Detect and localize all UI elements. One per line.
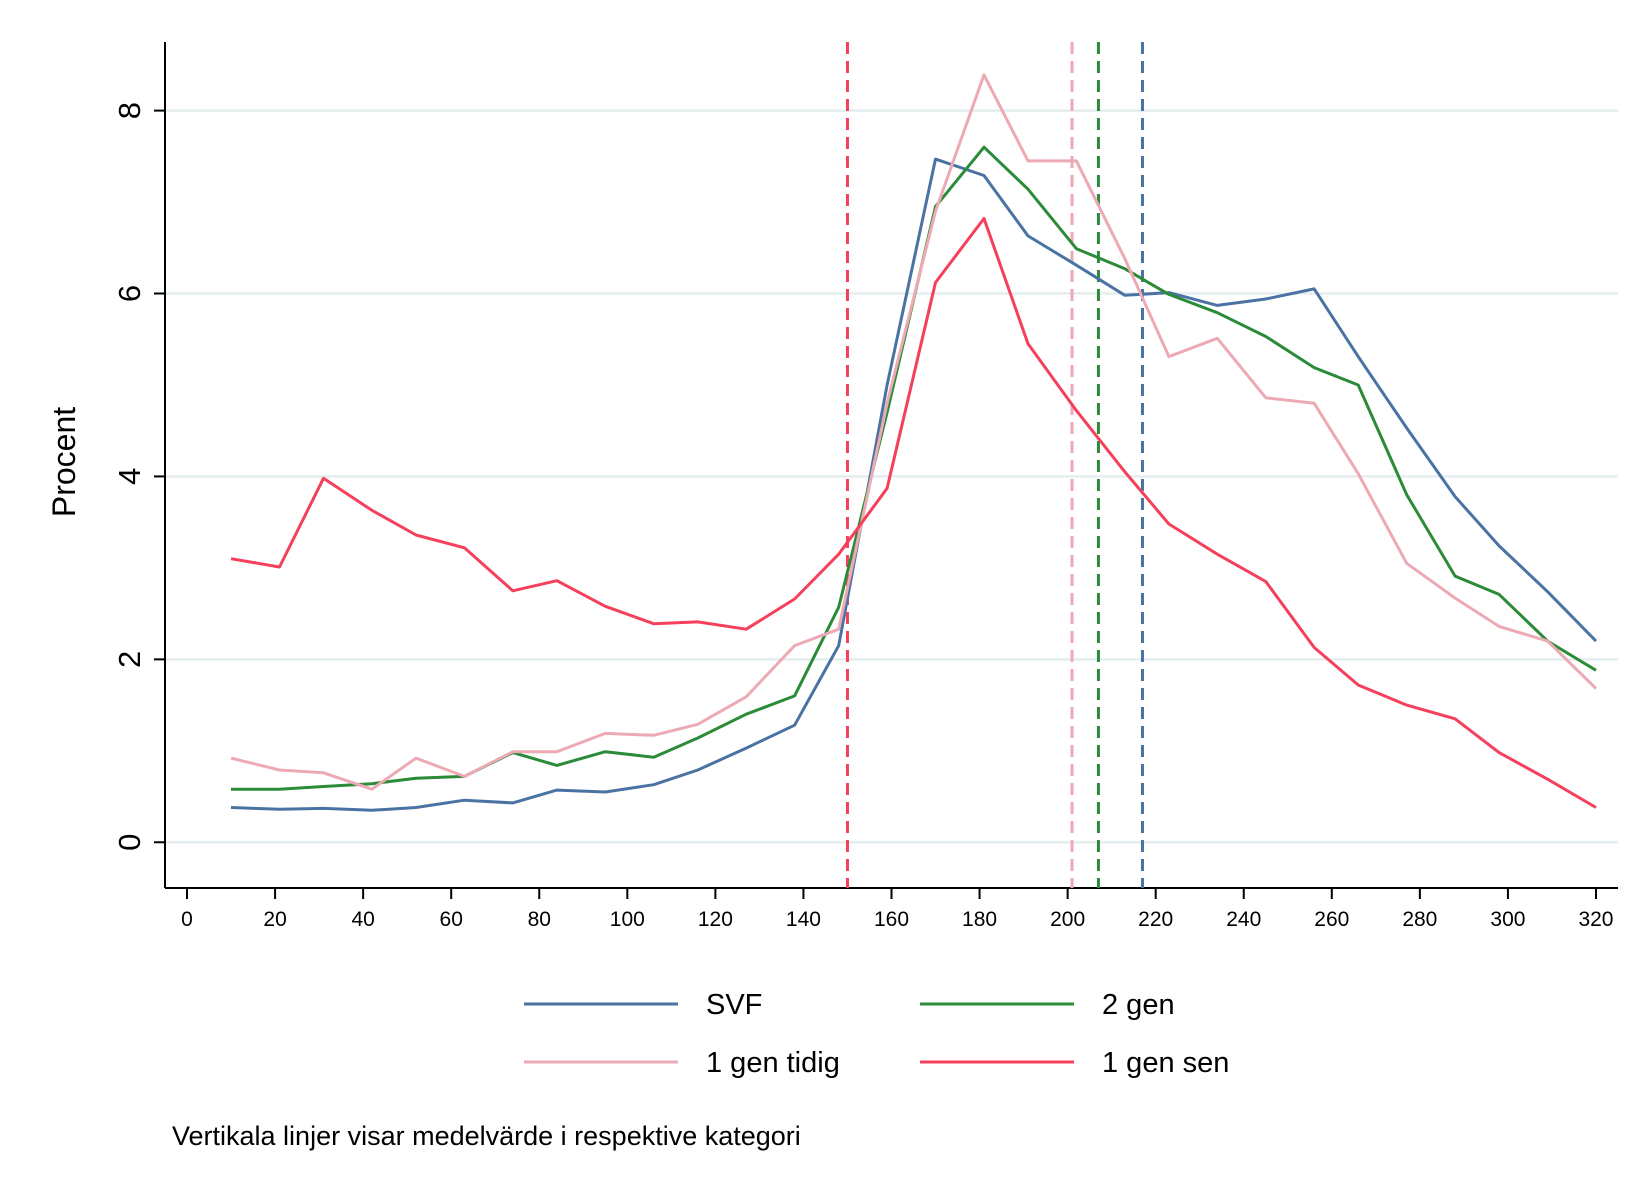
mean-lines: [845, 42, 1144, 888]
x-tick-label: 20: [263, 908, 286, 931]
x-tick-label: 320: [1578, 908, 1613, 931]
legend-label: 2 gen: [1102, 989, 1175, 1021]
x-tick-label: 60: [440, 908, 463, 931]
x-tick-label: 200: [1050, 908, 1085, 931]
x-tick-label: 0: [181, 908, 193, 931]
legend: SVF 2 gen 1 gen tidig 1 gen sen: [524, 989, 1229, 1079]
series-line-1-gen-sen: [230, 217, 1597, 809]
y-tick-label: 2: [112, 651, 147, 668]
x-axis-ticks: 0 20 40 60 80 100 120 140 160 180 200 220 240 260 280 3…: [181, 888, 1614, 931]
x-tick-label: 180: [962, 908, 997, 931]
y-tick-label: 8: [112, 102, 147, 119]
series-line-1-gen-tidig: [230, 73, 1598, 791]
x-tick-label: 300: [1490, 908, 1525, 931]
x-tick-label: 40: [351, 908, 374, 931]
y-tick-label: 4: [112, 468, 147, 485]
x-tick-label: 120: [698, 908, 733, 931]
series-line-svf: [230, 157, 1598, 812]
x-tick-label: 240: [1226, 908, 1261, 931]
series-line-2-gen: [231, 145, 1597, 791]
chart-note: Vertikala linjer visar medelvärde i resp…: [172, 1121, 801, 1151]
series-lines: [230, 73, 1598, 812]
x-tick-label: 280: [1402, 908, 1437, 931]
y-tick-label: 6: [112, 285, 147, 302]
y-tick-label: 0: [112, 834, 147, 851]
x-tick-label: 80: [528, 908, 551, 931]
legend-label: 1 gen sen: [1102, 1047, 1229, 1079]
grid-lines: [165, 109, 1618, 844]
x-tick-label: 100: [610, 908, 645, 931]
x-tick-label: 220: [1138, 908, 1173, 931]
legend-label: 1 gen tidig: [706, 1047, 840, 1079]
legend-label: SVF: [706, 989, 762, 1021]
x-tick-label: 260: [1314, 908, 1349, 931]
x-tick-label: 160: [874, 908, 909, 931]
y-axis-ticks: 0 2 4 6 8: [112, 102, 165, 851]
x-tick-label: 140: [786, 908, 821, 931]
y-axis-label: Procent: [46, 407, 82, 517]
